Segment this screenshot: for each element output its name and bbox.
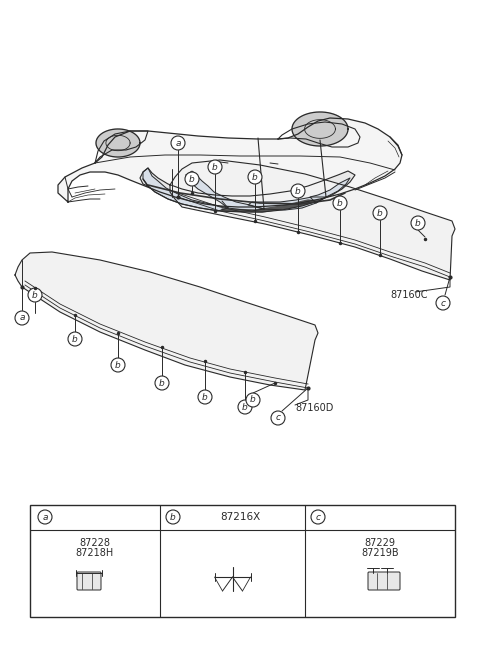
- Text: b: b: [202, 392, 208, 402]
- Text: b: b: [252, 172, 258, 181]
- Polygon shape: [58, 118, 402, 207]
- Polygon shape: [222, 200, 318, 212]
- Circle shape: [271, 411, 285, 425]
- Circle shape: [333, 196, 347, 210]
- Circle shape: [68, 332, 82, 346]
- Text: 87160C: 87160C: [390, 290, 428, 300]
- Text: 87216X: 87216X: [220, 512, 261, 522]
- Text: b: b: [72, 335, 78, 343]
- Text: b: b: [242, 403, 248, 411]
- Text: 87218H: 87218H: [76, 548, 114, 558]
- Circle shape: [411, 216, 425, 230]
- Text: b: b: [212, 162, 218, 172]
- Circle shape: [311, 510, 325, 524]
- Polygon shape: [96, 129, 140, 157]
- Circle shape: [111, 358, 125, 372]
- Text: b: b: [250, 396, 256, 405]
- Circle shape: [155, 376, 169, 390]
- Text: 87229: 87229: [364, 538, 396, 548]
- Circle shape: [436, 296, 450, 310]
- Polygon shape: [140, 168, 355, 212]
- Text: b: b: [32, 291, 38, 299]
- Text: b: b: [189, 174, 195, 183]
- Polygon shape: [186, 172, 264, 211]
- Polygon shape: [310, 178, 350, 203]
- Text: b: b: [115, 360, 121, 369]
- Text: 87228: 87228: [80, 538, 110, 548]
- Circle shape: [15, 311, 29, 325]
- Text: b: b: [415, 219, 421, 227]
- Circle shape: [238, 400, 252, 414]
- Text: c: c: [315, 512, 321, 521]
- Text: b: b: [337, 198, 343, 208]
- Text: b: b: [295, 187, 301, 195]
- Circle shape: [171, 136, 185, 150]
- Text: a: a: [175, 138, 181, 147]
- Text: a: a: [42, 512, 48, 521]
- Circle shape: [198, 390, 212, 404]
- FancyBboxPatch shape: [368, 572, 400, 590]
- Circle shape: [291, 184, 305, 198]
- Circle shape: [208, 160, 222, 174]
- Circle shape: [185, 172, 199, 186]
- Circle shape: [246, 393, 260, 407]
- Bar: [30, 505, 455, 617]
- Text: a: a: [19, 314, 25, 322]
- Circle shape: [248, 170, 262, 184]
- Circle shape: [166, 510, 180, 524]
- Text: c: c: [441, 299, 445, 307]
- Text: 87219B: 87219B: [361, 548, 399, 558]
- Text: b: b: [377, 208, 383, 217]
- Polygon shape: [15, 252, 318, 390]
- Polygon shape: [170, 160, 455, 280]
- FancyBboxPatch shape: [77, 572, 101, 590]
- Text: b: b: [170, 512, 176, 521]
- Polygon shape: [292, 112, 348, 146]
- Polygon shape: [248, 197, 326, 210]
- Circle shape: [28, 288, 42, 302]
- Polygon shape: [143, 168, 228, 211]
- Circle shape: [38, 510, 52, 524]
- Text: c: c: [276, 413, 280, 422]
- Circle shape: [373, 206, 387, 220]
- Text: b: b: [159, 379, 165, 388]
- Text: 87160D: 87160D: [295, 403, 334, 413]
